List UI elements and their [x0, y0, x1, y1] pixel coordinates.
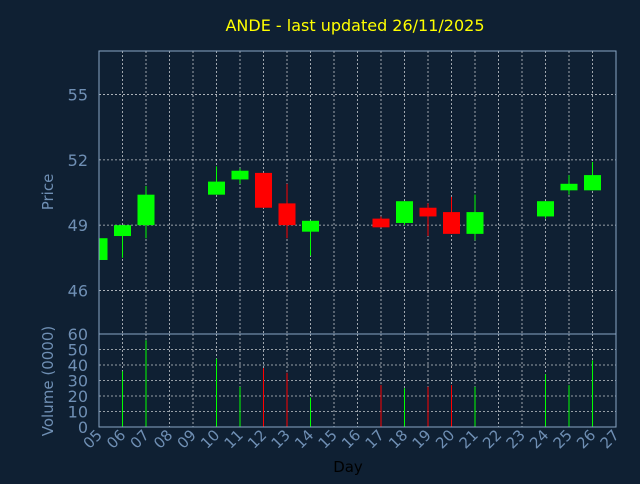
candle-body	[466, 212, 484, 234]
price-y-tick-label: 49	[68, 216, 88, 235]
x-tick-label: 18	[385, 426, 411, 452]
candle-24	[537, 201, 554, 219]
x-tick-label: 24	[526, 426, 552, 452]
candle-14	[302, 220, 319, 256]
volume-y-tick-label: 0	[78, 418, 88, 437]
candle-body	[302, 220, 319, 232]
candle-body	[255, 172, 272, 208]
candle-body	[372, 218, 390, 228]
x-tick-label: 12	[244, 426, 270, 452]
x-tick-label: 27	[597, 426, 623, 452]
x-tick-label: 17	[362, 426, 388, 452]
x-tick-label: 15	[315, 426, 341, 452]
x-tick-label: 09	[174, 426, 200, 452]
candle-06	[114, 225, 131, 258]
candle-11	[231, 168, 249, 184]
volume-y-tick-label: 10	[68, 403, 88, 422]
x-tick-label: 25	[550, 426, 576, 452]
candle-13	[278, 183, 296, 239]
candle-18	[396, 201, 413, 226]
candle-20	[443, 196, 460, 234]
candle-05	[98, 238, 108, 260]
candle-17	[372, 216, 390, 228]
volume-plot-frame	[98, 333, 617, 428]
candle-body	[208, 181, 225, 195]
chart-title: ANDE - last updated 26/11/2025	[225, 16, 484, 35]
candle-body	[560, 183, 578, 191]
volume-y-tick-label: 40	[68, 356, 88, 375]
x-tick-label: 23	[503, 426, 529, 452]
x-tick-label: 16	[338, 426, 364, 452]
candle-body	[537, 201, 554, 217]
candle-body	[419, 207, 437, 217]
candle-07	[137, 185, 155, 239]
volume-bars	[122, 340, 593, 427]
candle-body	[114, 225, 131, 237]
price-y-tick-label: 46	[68, 281, 88, 300]
x-tick-label: 22	[479, 426, 505, 452]
x-tick-label: 20	[432, 426, 458, 452]
candle-body	[278, 203, 296, 226]
candle-body	[396, 201, 413, 223]
candle-26	[584, 162, 601, 191]
price-axis-label: Price	[39, 174, 57, 211]
volume-y-tick-label: 50	[68, 341, 88, 360]
price-y-tick-label: 52	[68, 151, 88, 170]
x-tick-label: 21	[456, 426, 482, 452]
price-y-tick-label: 55	[68, 86, 88, 105]
x-tick-label: 11	[221, 426, 247, 452]
x-tick-label: 06	[103, 426, 129, 452]
candle-body	[584, 175, 601, 191]
candle-body	[137, 194, 155, 226]
x-tick-label: 13	[268, 426, 294, 452]
candle-12	[255, 172, 272, 208]
candle-25	[560, 175, 578, 195]
candle-body	[99, 238, 108, 260]
volume-y-tick-label: 20	[68, 387, 88, 406]
candle-19	[419, 203, 437, 237]
candle-21	[466, 194, 484, 241]
x-tick-label: 14	[291, 426, 317, 452]
candle-10	[208, 166, 225, 195]
price-grid	[99, 51, 616, 334]
x-tick-labels: 0506070809101112131415161718192021222324…	[80, 426, 623, 452]
price-y-tick-labels: 46 49 52 55	[68, 86, 88, 301]
x-axis-label: Day	[333, 458, 363, 476]
volume-axis-label: Volume (0000)	[39, 326, 57, 436]
volume-grid	[99, 334, 616, 427]
candle-body	[443, 212, 460, 234]
candlesticks	[98, 162, 601, 260]
x-tick-label: 10	[197, 426, 223, 452]
x-tick-label: 26	[573, 426, 599, 452]
x-tick-label: 08	[150, 426, 176, 452]
x-tick-label: 19	[409, 426, 435, 452]
candle-body	[231, 170, 249, 180]
volume-y-tick-label: 30	[68, 372, 88, 391]
x-tick-label: 07	[127, 426, 153, 452]
volume-y-tick-label: 60	[68, 325, 88, 344]
